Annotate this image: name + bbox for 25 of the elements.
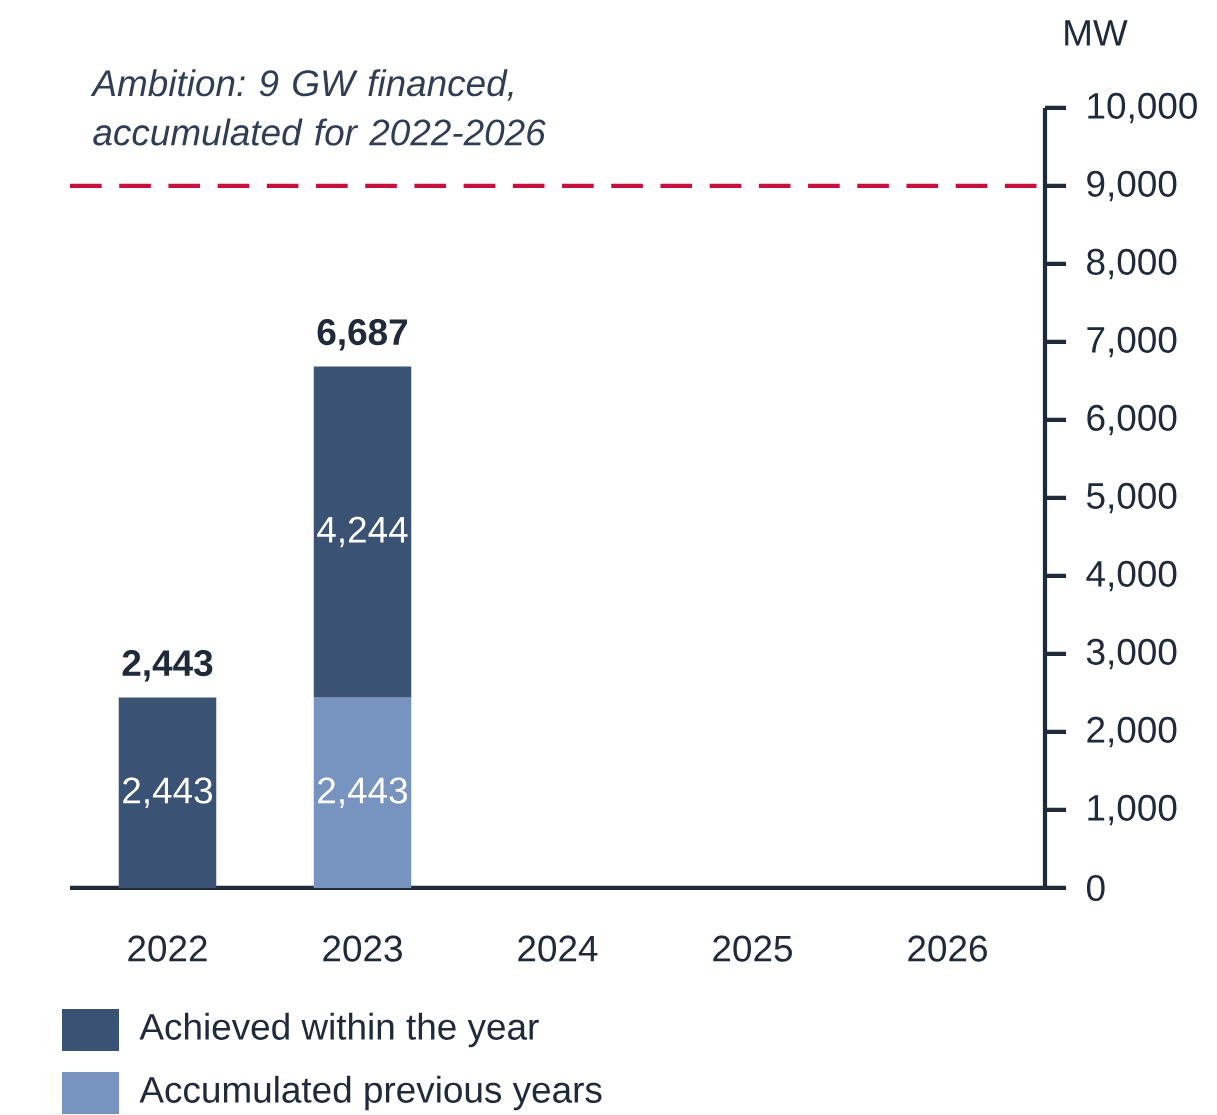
x-tick-label: 2024 bbox=[518, 935, 598, 962]
y-tick-label: 1,000 bbox=[1088, 794, 1177, 826]
y-tick-label: 7,000 bbox=[1087, 326, 1177, 358]
y-axis-title: MW bbox=[1065, 20, 1128, 46]
y-tick-label: 0 bbox=[1086, 874, 1105, 902]
legend-label: Achieved within the year bbox=[139, 1012, 539, 1048]
y-tick-label: 2,000 bbox=[1087, 716, 1177, 748]
y-tick-label: 8,000 bbox=[1087, 248, 1177, 280]
y-tick-label: 5,000 bbox=[1087, 482, 1177, 514]
legend-label: Accumulated previous years bbox=[139, 1075, 602, 1111]
data-label: 2,443 bbox=[318, 777, 408, 808]
annotation: Ambition: 9 GW financed, accumulated for 2022-2026 bbox=[90, 69, 546, 146]
y-tick-label: 6,000 bbox=[1087, 404, 1177, 436]
data-label: 2,443 bbox=[123, 777, 213, 808]
y-tick-label: 3,000 bbox=[1086, 638, 1177, 670]
y-tick-label: 10,000 bbox=[1088, 92, 1197, 124]
total-label: 6,687 bbox=[317, 319, 408, 351]
x-tick-label: 2022 bbox=[128, 935, 207, 962]
y-tick-label: 9,000 bbox=[1087, 170, 1177, 202]
x-tick-label: 2023 bbox=[323, 935, 402, 962]
y-tick-label: 4,000 bbox=[1086, 560, 1177, 592]
x-tick-label: 2026 bbox=[908, 935, 987, 962]
total-label: 2,443 bbox=[122, 650, 213, 682]
data-label: 4,244 bbox=[317, 516, 408, 548]
x-tick-label: 2025 bbox=[713, 935, 792, 962]
